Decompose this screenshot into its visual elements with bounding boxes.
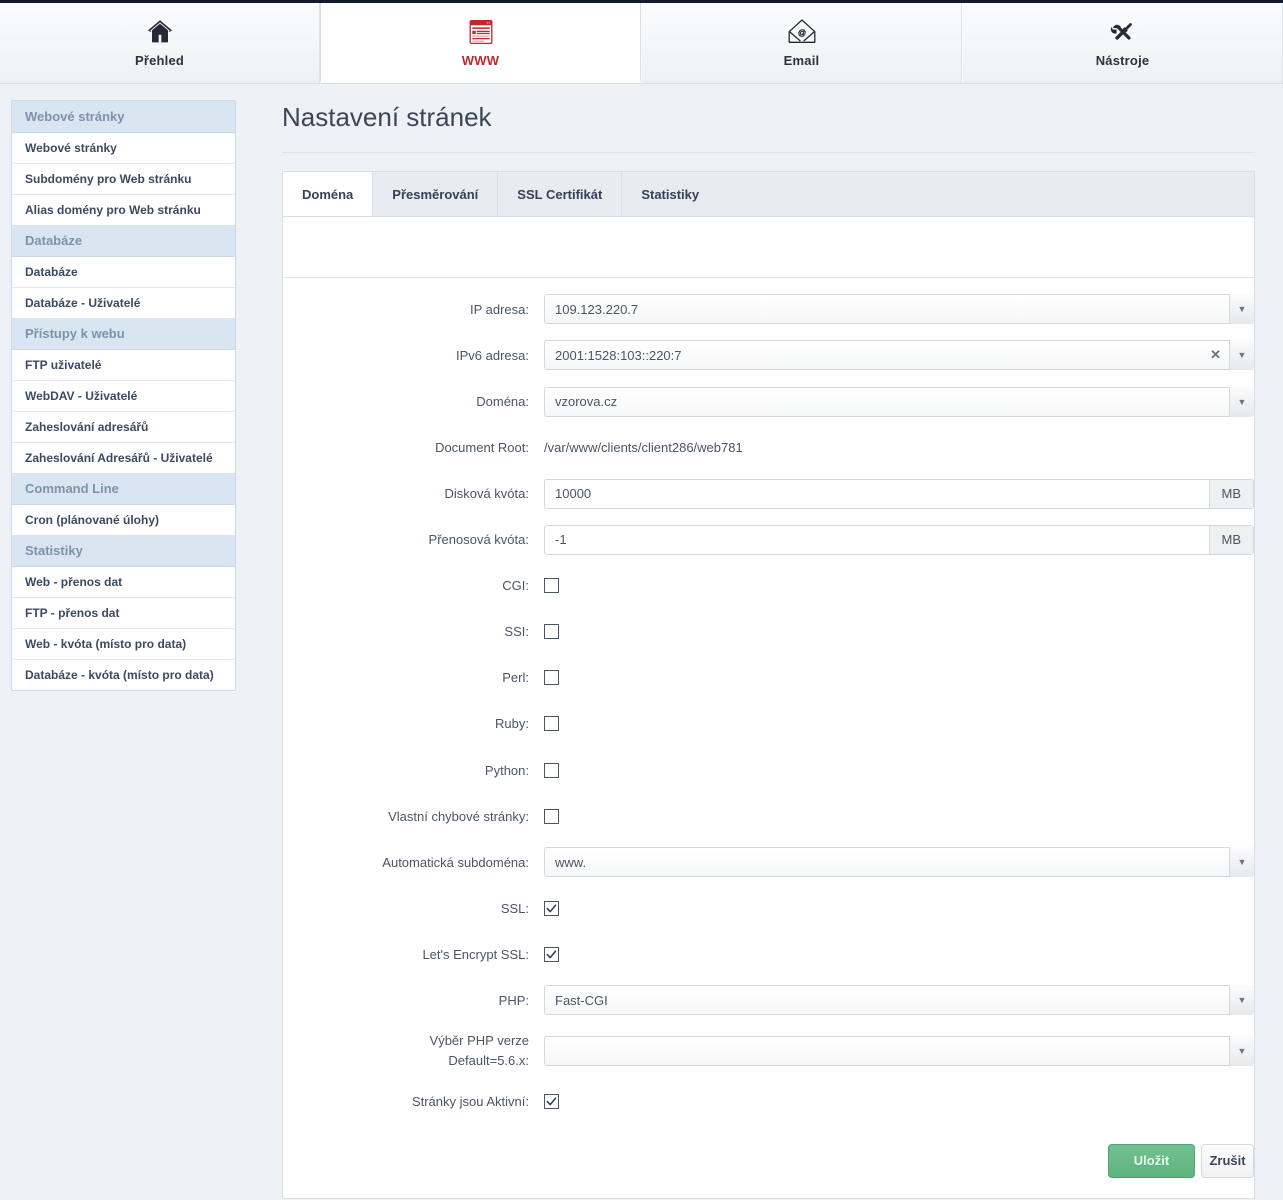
svg-text:@: @ (797, 28, 805, 37)
